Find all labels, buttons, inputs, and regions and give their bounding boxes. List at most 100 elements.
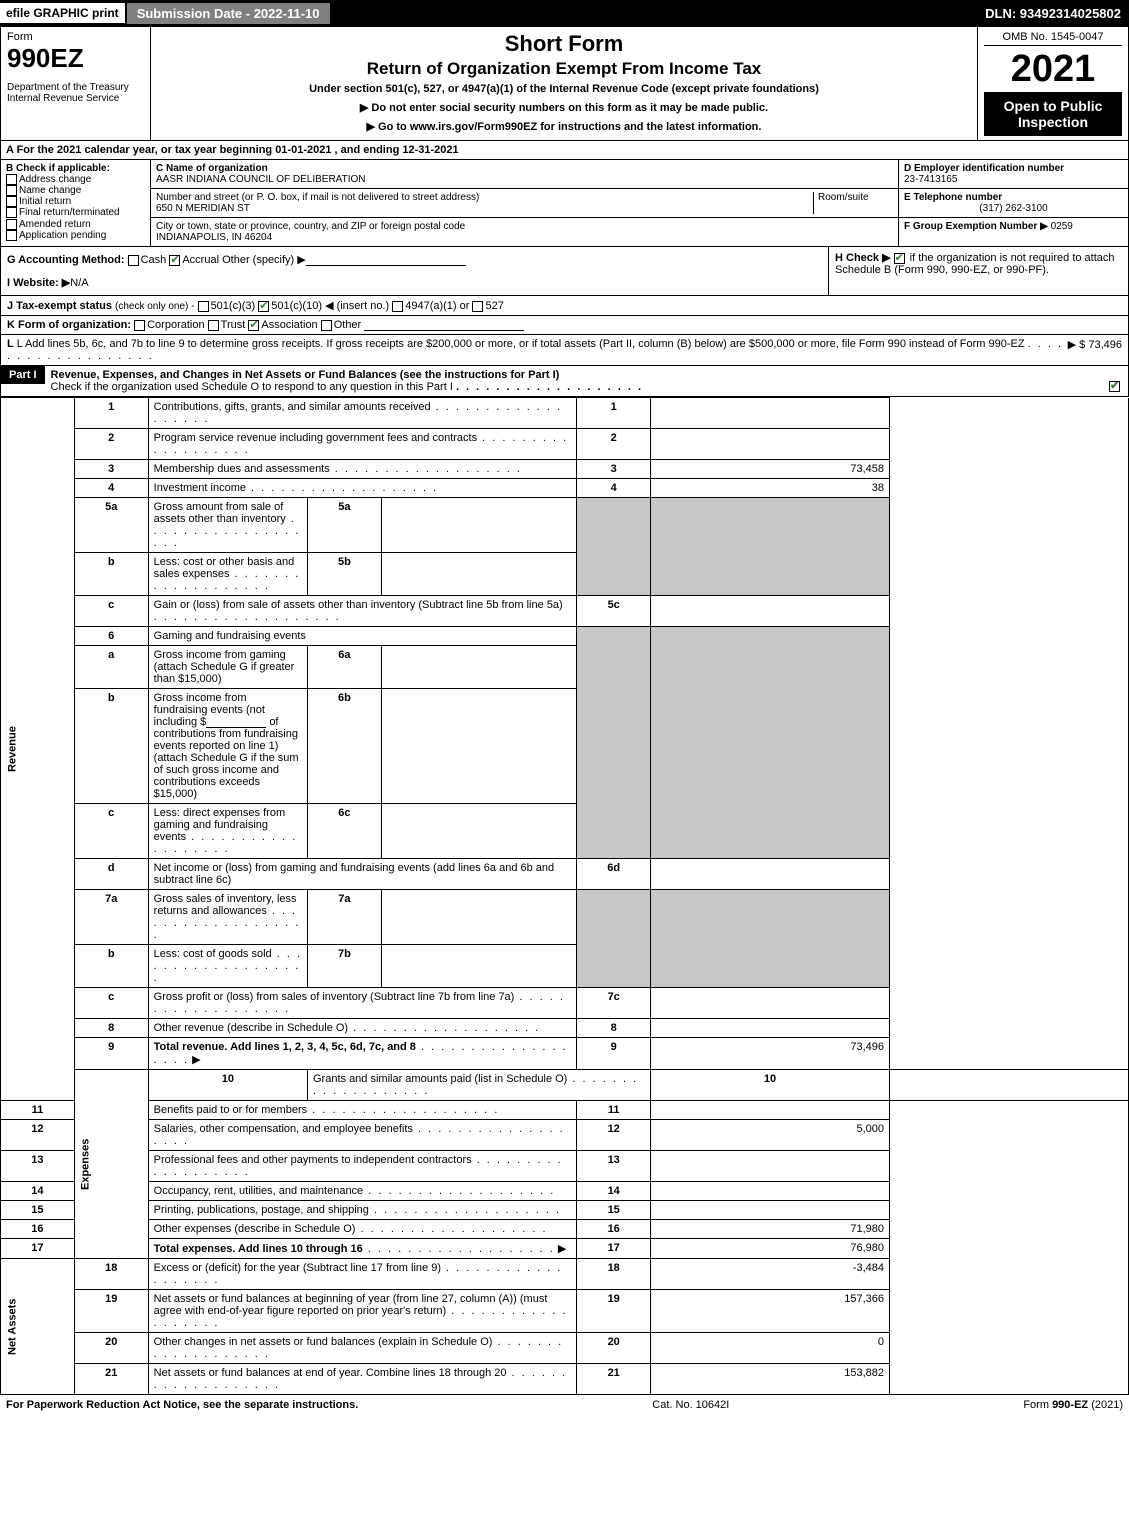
cb-accrual[interactable] bbox=[169, 255, 180, 266]
d-label: D Employer identification number bbox=[904, 163, 1123, 174]
section-h: H Check ▶ if the organization is not req… bbox=[828, 247, 1128, 295]
line-15: 15Printing, publications, postage, and s… bbox=[1, 1201, 1129, 1220]
group-exemption: 0259 bbox=[1051, 221, 1073, 232]
lines-table: Revenue 1Contributions, gifts, grants, a… bbox=[0, 397, 1129, 1395]
line-9: 9Total revenue. Add lines 1, 2, 3, 4, 5c… bbox=[1, 1038, 1129, 1070]
cb-501c[interactable] bbox=[258, 301, 269, 312]
cb-corp[interactable] bbox=[134, 320, 145, 331]
subtitle: Under section 501(c), 527, or 4947(a)(1)… bbox=[159, 83, 969, 95]
dln: DLN: 93492314025802 bbox=[977, 3, 1129, 24]
ssn-note: Do not enter social security numbers on … bbox=[159, 101, 969, 114]
footer-formno: Form 990-EZ (2021) bbox=[1023, 1399, 1123, 1411]
line-16: 16Other expenses (describe in Schedule O… bbox=[1, 1220, 1129, 1239]
6b-amount-input[interactable] bbox=[206, 716, 266, 728]
return-title: Return of Organization Exempt From Incom… bbox=[159, 59, 969, 79]
efile-print-label[interactable]: efile GRAPHIC print bbox=[0, 3, 125, 23]
line-2: 2Program service revenue including gover… bbox=[1, 429, 1129, 460]
cb-address-change[interactable] bbox=[6, 174, 17, 185]
e-label: E Telephone number bbox=[904, 192, 1123, 203]
section-revenue: Revenue bbox=[1, 398, 75, 1101]
line-6b: bGross income from fundraising events (n… bbox=[1, 689, 1129, 804]
line-14: 14Occupancy, rent, utilities, and mainte… bbox=[1, 1182, 1129, 1201]
cb-501c3[interactable] bbox=[198, 301, 209, 312]
line-12: 12Salaries, other compensation, and empl… bbox=[1, 1120, 1129, 1151]
line-7c: cGross profit or (loss) from sales of in… bbox=[1, 988, 1129, 1019]
line-5c: cGain or (loss) from sale of assets othe… bbox=[1, 596, 1129, 627]
b-item-4: Amended return bbox=[19, 219, 91, 230]
line-8: 8Other revenue (describe in Schedule O)8 bbox=[1, 1019, 1129, 1038]
line-5b: bLess: cost or other basis and sales exp… bbox=[1, 553, 1129, 596]
page-footer: For Paperwork Reduction Act Notice, see … bbox=[0, 1395, 1129, 1415]
c-addr-label: Number and street (or P. O. box, if mail… bbox=[156, 192, 813, 203]
line-19: 19Net assets or fund balances at beginni… bbox=[1, 1290, 1129, 1333]
line-20: 20Other changes in net assets or fund ba… bbox=[1, 1333, 1129, 1364]
cb-initial-return[interactable] bbox=[6, 196, 17, 207]
omb-number: OMB No. 1545-0047 bbox=[984, 31, 1122, 46]
cb-assoc[interactable] bbox=[248, 320, 259, 331]
section-k: K Form of organization: Corporation Trus… bbox=[1, 315, 1128, 334]
cb-final-return[interactable] bbox=[6, 207, 17, 218]
line-17: 17Total expenses. Add lines 10 through 1… bbox=[1, 1239, 1129, 1259]
cb-527[interactable] bbox=[472, 301, 483, 312]
section-l: L L Add lines 5b, 6c, and 7b to line 9 t… bbox=[1, 334, 1128, 365]
line-6d: dNet income or (loss) from gaming and fu… bbox=[1, 859, 1129, 890]
line-7b: bLess: cost of goods sold7b bbox=[1, 945, 1129, 988]
cb-schedule-o-part1[interactable] bbox=[1109, 381, 1120, 392]
section-j: J Tax-exempt status (check only one) - 5… bbox=[1, 295, 1128, 315]
cb-trust[interactable] bbox=[208, 320, 219, 331]
section-net-assets: Net Assets bbox=[1, 1259, 75, 1395]
cb-application-pending[interactable] bbox=[6, 230, 17, 241]
goto-note: Go to www.irs.gov/Form990EZ for instruct… bbox=[159, 120, 969, 133]
section-g: G Accounting Method: Cash Accrual Other … bbox=[7, 253, 822, 266]
org-address: 650 N MERIDIAN ST bbox=[156, 203, 813, 214]
form-number: 990EZ bbox=[7, 43, 144, 74]
section-i: I Website: ▶N/A bbox=[7, 276, 822, 289]
line-1: Revenue 1Contributions, gifts, grants, a… bbox=[1, 398, 1129, 429]
b-item-1: Name change bbox=[19, 185, 81, 196]
b-item-0: Address change bbox=[19, 174, 91, 185]
cb-schedule-b[interactable] bbox=[894, 253, 905, 264]
short-form-title: Short Form bbox=[159, 31, 969, 57]
room-label: Room/suite bbox=[813, 192, 893, 214]
section-a: A For the 2021 calendar year, or tax yea… bbox=[0, 141, 1129, 160]
section-expenses: Expenses bbox=[74, 1070, 148, 1259]
form-label: Form bbox=[7, 31, 144, 43]
part1-check-text: Check if the organization used Schedule … bbox=[51, 381, 453, 393]
line-18: Net Assets 18Excess or (deficit) for the… bbox=[1, 1259, 1129, 1290]
cb-other-org[interactable] bbox=[321, 320, 332, 331]
section-b: B Check if applicable: Address change Na… bbox=[1, 160, 151, 246]
tax-year: 2021 bbox=[984, 50, 1122, 88]
f-label: F Group Exemption Number ▶ bbox=[904, 221, 1048, 232]
cb-name-change[interactable] bbox=[6, 185, 17, 196]
b-item-2: Initial return bbox=[19, 196, 71, 207]
irs-label: Internal Revenue Service bbox=[7, 93, 144, 104]
section-c-inner: C Name of organization AASR INDIANA COUN… bbox=[151, 160, 1128, 246]
cb-cash[interactable] bbox=[128, 255, 139, 266]
line-6c: cLess: direct expenses from gaming and f… bbox=[1, 804, 1129, 859]
b-label: B Check if applicable: bbox=[6, 163, 145, 174]
cb-amended-return[interactable] bbox=[6, 219, 17, 230]
b-item-3: Final return/terminated bbox=[19, 208, 120, 219]
org-city: INDIANAPOLIS, IN 46204 bbox=[156, 232, 893, 243]
line-6a: aGross income from gaming (attach Schedu… bbox=[1, 646, 1129, 689]
footer-left: For Paperwork Reduction Act Notice, see … bbox=[6, 1399, 358, 1411]
form-header: Form 990EZ Department of the Treasury In… bbox=[0, 26, 1129, 141]
line-7a: 7aGross sales of inventory, less returns… bbox=[1, 890, 1129, 945]
dept-label: Department of the Treasury bbox=[7, 82, 144, 93]
bcdef-row: B Check if applicable: Address change Na… bbox=[0, 160, 1129, 247]
topbar: efile GRAPHIC print Submission Date - 20… bbox=[0, 0, 1129, 26]
line-21: 21Net assets or fund balances at end of … bbox=[1, 1364, 1129, 1395]
other-specify-input[interactable] bbox=[306, 254, 466, 266]
b-item-5: Application pending bbox=[19, 230, 106, 241]
part1-header: Part I Revenue, Expenses, and Changes in… bbox=[0, 366, 1129, 397]
gross-receipts: ▶ $ 73,496 bbox=[1068, 338, 1122, 362]
cb-4947[interactable] bbox=[392, 301, 403, 312]
part1-title: Revenue, Expenses, and Changes in Net As… bbox=[51, 369, 560, 381]
org-name: AASR INDIANA COUNCIL OF DELIBERATION bbox=[156, 174, 893, 185]
part1-label: Part I bbox=[1, 366, 45, 384]
phone: (317) 262-3100 bbox=[904, 203, 1123, 214]
open-to-public: Open to Public Inspection bbox=[984, 92, 1122, 136]
other-org-input[interactable] bbox=[364, 319, 524, 331]
line-4: 4Investment income438 bbox=[1, 479, 1129, 498]
line-13: 13Professional fees and other payments t… bbox=[1, 1151, 1129, 1182]
